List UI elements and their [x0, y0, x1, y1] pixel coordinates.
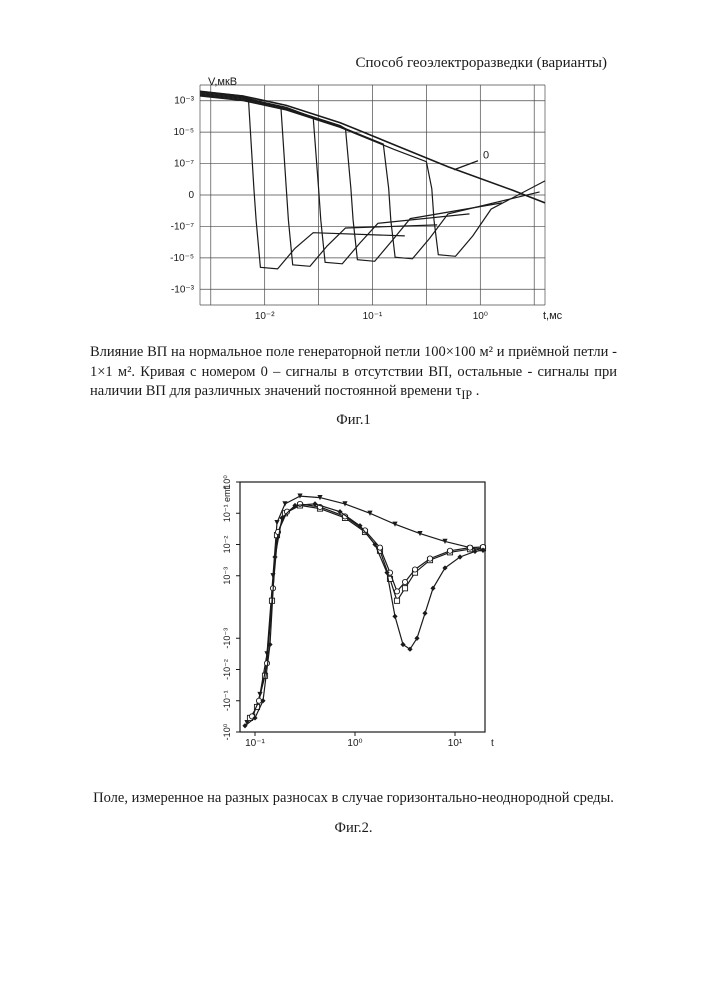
figure-1: 10⁻³ 10⁻⁵ 10⁻⁷ 0 -10⁻⁷ -10⁻⁵ -10⁻³ 10⁻² 10⁻¹ 10⁰ V… — [145, 70, 565, 330]
fig1-chart: 10⁻³ 10⁻⁵ 10⁻⁷ 0 -10⁻⁷ -10⁻⁵ -10⁻³ 10⁻² 10⁻¹ 10⁰ V… — [145, 70, 565, 330]
svg-text:-10⁻⁷: -10⁻⁷ — [171, 221, 195, 232]
caption1-l3: наличии ВП для различных значений постоя… — [90, 383, 461, 399]
svg-text:-10⁻³: -10⁻³ — [222, 628, 232, 649]
figure-2: 10⁰10⁻¹10⁻²10⁻³-10⁻³-10⁻²-10⁻¹-10⁰emf10⁻… — [185, 470, 505, 760]
svg-text:10⁻²: 10⁻² — [222, 536, 232, 554]
figure-2-caption: Поле, измеренное на разных разносах в сл… — [90, 790, 617, 807]
svg-text:10⁻¹: 10⁻¹ — [245, 738, 265, 749]
svg-text:t: t — [491, 738, 494, 749]
svg-text:10⁻⁵: 10⁻⁵ — [173, 127, 194, 138]
svg-text:10⁰: 10⁰ — [473, 311, 488, 322]
figure-2-label: Фиг.2. — [0, 820, 707, 837]
svg-text:-10⁻⁵: -10⁻⁵ — [170, 253, 194, 264]
svg-text:-10⁻¹: -10⁻¹ — [222, 690, 232, 711]
figure-1-label: Фиг.1 — [0, 412, 707, 429]
svg-text:-10⁻³: -10⁻³ — [171, 284, 195, 295]
fig2-chart: 10⁰10⁻¹10⁻²10⁻³-10⁻³-10⁻²-10⁻¹-10⁰emf10⁻… — [185, 470, 505, 760]
svg-text:-10⁻²: -10⁻² — [222, 659, 232, 680]
svg-text:-10⁰: -10⁰ — [222, 723, 232, 740]
svg-text:t,мс: t,мс — [543, 310, 563, 322]
caption1-l2: 1×1 м². Кривая с номером 0 – сигналы в о… — [90, 364, 617, 380]
svg-text:emf: emf — [222, 487, 232, 503]
svg-text:10⁻⁷: 10⁻⁷ — [174, 159, 194, 170]
svg-text:10⁻¹: 10⁻¹ — [363, 311, 383, 322]
svg-text:10⁻²: 10⁻² — [255, 311, 275, 322]
svg-text:0: 0 — [483, 150, 489, 162]
svg-text:10⁻³: 10⁻³ — [174, 96, 194, 107]
svg-text:10⁻¹: 10⁻¹ — [222, 504, 232, 522]
svg-text:10⁰: 10⁰ — [347, 738, 362, 749]
caption1-l1: Влияние ВП на нормальное поле генераторн… — [90, 344, 617, 360]
caption1-sub: IP — [461, 388, 472, 402]
svg-text:V,мкВ: V,мкВ — [208, 76, 237, 88]
svg-text:10⁻³: 10⁻³ — [222, 567, 232, 585]
svg-text:10⁰: 10⁰ — [222, 475, 232, 489]
svg-text:0: 0 — [188, 190, 194, 201]
header-text: Способ геоэлектроразведки (варианты) — [356, 55, 608, 71]
caption1-l3b: . — [472, 383, 479, 399]
figure-1-caption: Влияние ВП на нормальное поле генераторн… — [90, 343, 617, 403]
svg-text:10¹: 10¹ — [448, 738, 463, 749]
